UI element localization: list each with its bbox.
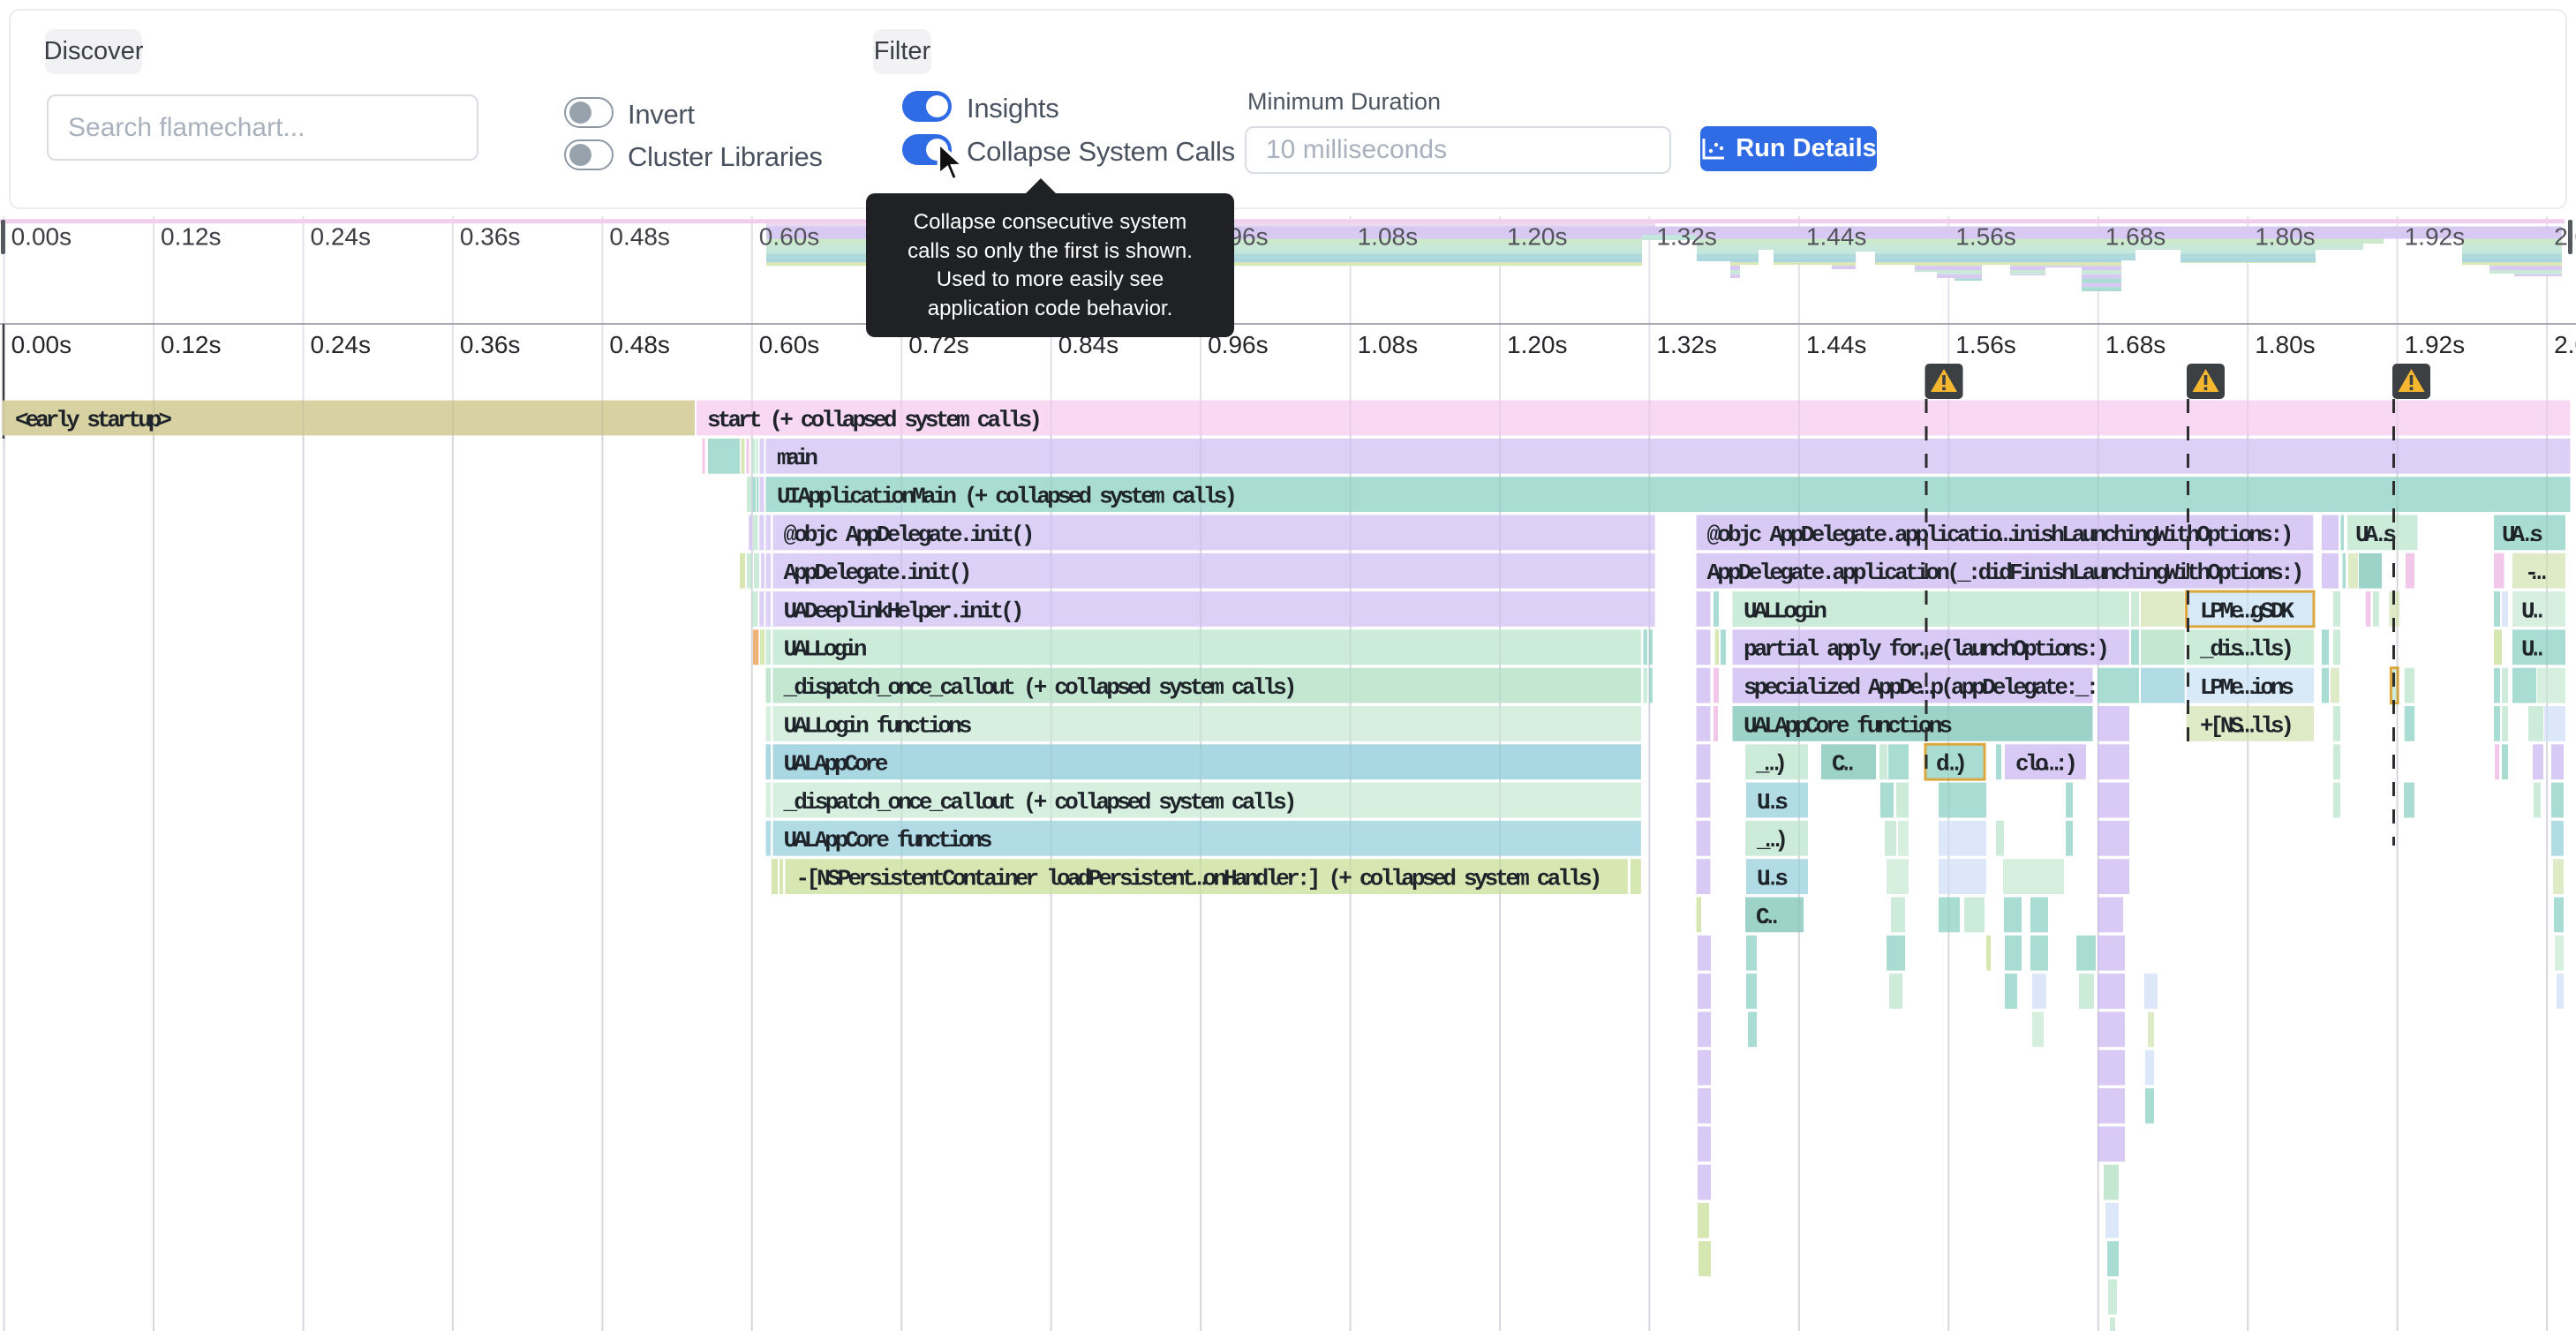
svg-text:AppDelegate.init(): AppDelegate.init() [784,560,973,586]
svg-text:1.92s: 1.92s [2405,223,2466,251]
svg-text:-[NSPersistentContainer loadPe: -[NSPersistentContainer loadPersistent…o… [796,866,1603,892]
svg-text:C…: C… [1756,904,1777,930]
svg-text:1.68s: 1.68s [2105,331,2166,358]
svg-text:0.00s: 0.00s [11,331,72,358]
svg-text:1.68s: 1.68s [2105,223,2166,251]
svg-text:d…): d…) [1936,751,1968,778]
svg-text:U…s: U…s [1757,789,1789,816]
svg-text:1.08s: 1.08s [1358,331,1419,358]
svg-text:0.24s: 0.24s [311,331,372,358]
svg-text:1.44s: 1.44s [1806,223,1866,251]
svg-text:1.20s: 1.20s [1507,331,1568,358]
svg-text:1.56s: 1.56s [1955,223,2016,251]
svg-text:0.12s: 0.12s [161,331,222,358]
svg-text:+[NS…lls): +[NS…lls) [2200,712,2294,739]
svg-text:0.00s: 0.00s [11,223,72,251]
svg-text:UALAppCore functions: UALAppCore functions [784,827,993,853]
svg-text:UALAppCore functions: UALAppCore functions [1744,712,1953,739]
svg-text:UADeeplinkHelper.init(): UADeeplinkHelper.init() [784,598,1025,624]
svg-text:_dispatch_once_callout (+ coll: _dispatch_once_callout (+ collapsed syst… [783,789,1298,816]
svg-text:U…: U… [2521,598,2542,624]
svg-text:_dis…lls): _dis…lls) [2199,636,2294,663]
svg-text:_…): _…) [1755,751,1788,778]
svg-text:UA…s: UA…s [2355,522,2397,548]
svg-text:LPMe…ions: LPMe…ions [2200,674,2294,701]
svg-text:main: main [777,445,818,471]
svg-text:UALLogin functions: UALLogin functions [784,712,973,739]
svg-text:@objc AppDelegate.applicatio…i: @objc AppDelegate.applicatio…inishLaunch… [1707,522,2294,548]
svg-text:0.24s: 0.24s [311,223,372,251]
svg-text:UA…s: UA…s [2502,522,2543,548]
svg-text:clo…:): clo…:) [2015,751,2078,778]
svg-text:1.20s: 1.20s [1507,223,1568,251]
svg-text:U…s: U…s [1757,866,1789,892]
svg-text:UALLogin: UALLogin [784,636,868,663]
svg-text:_dispatch_once_callout (+ coll: _dispatch_once_callout (+ collapsed syst… [783,674,1298,701]
svg-text:1.80s: 1.80s [2255,223,2316,251]
svg-text:1.32s: 1.32s [1656,223,1717,251]
svg-text:AppDelegate.application(_:didF: AppDelegate.application(_:didFinishLaunc… [1707,560,2305,586]
svg-text:start (+ collapsed system call: start (+ collapsed system calls) [707,407,1043,433]
svg-text:2.0: 2.0 [2554,223,2576,251]
svg-text:1.44s: 1.44s [1806,331,1866,358]
svg-text:_…): _…) [1756,827,1789,853]
svg-text:0.48s: 0.48s [609,331,670,358]
svg-text:0.12s: 0.12s [161,223,222,251]
svg-text:1.92s: 1.92s [2405,331,2466,358]
svg-text:0.36s: 0.36s [460,331,521,358]
svg-text:1.80s: 1.80s [2255,331,2316,358]
svg-text:LPMe…gSDK: LPMe…gSDK [2200,598,2294,624]
svg-text:C…: C… [1832,751,1853,778]
svg-text:1.56s: 1.56s [1955,331,2016,358]
svg-text:-…: -… [2525,560,2546,586]
svg-text:UALAppCore: UALAppCore [784,751,889,778]
svg-text:UIApplicationMain (+ collapsed: UIApplicationMain (+ collapsed system ca… [777,484,1238,510]
svg-text:0.48s: 0.48s [609,223,670,251]
svg-text:2.0: 2.0 [2554,331,2576,358]
svg-text:0.60s: 0.60s [759,331,820,358]
svg-text:1.08s: 1.08s [1358,223,1419,251]
svg-text:UALLogin: UALLogin [1744,598,1827,624]
svg-text:@objc AppDelegate.init(): @objc AppDelegate.init() [784,522,1036,548]
svg-text:1.32s: 1.32s [1656,331,1717,358]
svg-text:0.36s: 0.36s [460,223,521,251]
svg-text:0.60s: 0.60s [759,223,820,251]
svg-text:U…: U… [2521,636,2542,663]
svg-text:<early startup>: <early startup> [15,407,172,433]
